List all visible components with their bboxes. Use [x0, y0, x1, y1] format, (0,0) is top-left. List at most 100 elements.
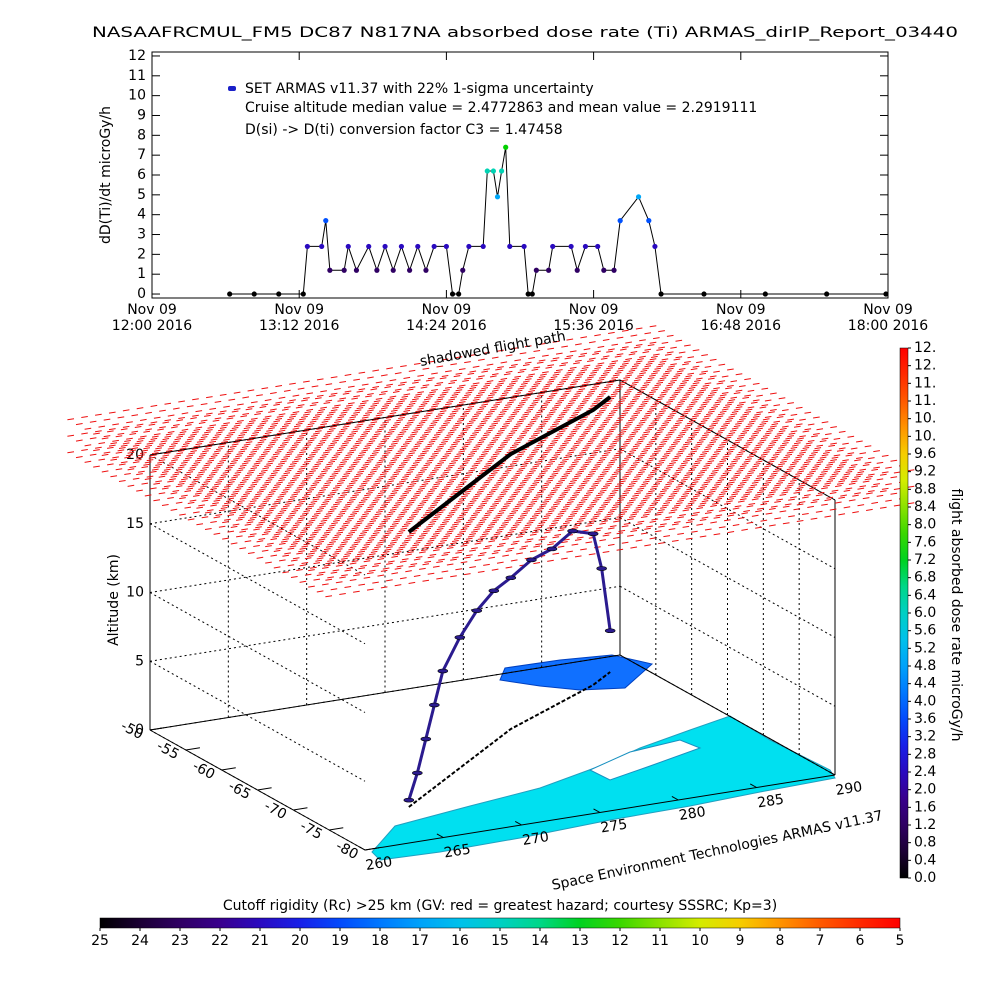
colorbar-tick-label: 6.4: [914, 587, 936, 603]
grid-line: [149, 585, 621, 662]
colorbar-tick-label: 15: [491, 933, 509, 949]
dose-point: [456, 291, 462, 297]
colorbar-tick-label: 5.2: [914, 640, 936, 656]
floor-shadow: [408, 671, 611, 808]
colorbar-tick-label: 24: [131, 933, 149, 949]
y-tick-label: 5: [137, 187, 146, 203]
dose-point: [480, 243, 486, 250]
colorbar-tick-label: 7.2: [914, 552, 936, 568]
colorbar-tick-label: 19: [331, 933, 349, 949]
rigidity-patch: [499, 654, 654, 691]
dose-point: [568, 243, 574, 250]
colorbar-tick-label: 17: [411, 933, 429, 949]
y-tick-label: -80: [333, 838, 361, 863]
colorbar-tick-label: 8: [776, 933, 785, 949]
dose-point: [276, 291, 282, 297]
colorbar-tick-label: 2.8: [914, 746, 936, 762]
colorbar-tick-label: 4.4: [914, 676, 936, 692]
track-point: [604, 628, 616, 634]
dose-point: [611, 267, 617, 273]
colorbar-tick-label: 5.6: [914, 623, 936, 639]
colorbar-tick-label: 11: [651, 933, 669, 949]
grid-line: [619, 379, 836, 501]
x-tick: [749, 783, 757, 788]
dose-point: [423, 267, 429, 273]
z-tick-label: 10: [126, 585, 144, 601]
y-tick: [149, 727, 165, 731]
colorbar-tick-label: 0.4: [914, 852, 936, 868]
dose-point: [546, 267, 552, 273]
colorbar-tick-label: 13: [571, 933, 589, 949]
colorbar-tick-label: 9: [736, 933, 745, 949]
x-tick: [436, 833, 444, 838]
dose-point: [374, 267, 380, 273]
track-point: [471, 608, 483, 613]
grid-line: [149, 379, 621, 456]
dose-point: [507, 243, 513, 250]
colorbar-label: Cutoff rigidity (Rc) >25 km (GV: red = g…: [223, 898, 777, 914]
dose-point: [646, 218, 652, 224]
y-tick: [257, 787, 272, 791]
dose-point: [443, 243, 449, 250]
y-tick-label: 3: [137, 227, 146, 243]
colorbar-label: flight absorbed dose rate microGy/h: [948, 489, 964, 742]
y-tick: [293, 807, 308, 811]
dose-point: [382, 243, 388, 250]
dose-point: [529, 291, 535, 297]
track-point: [596, 566, 607, 571]
colorbar-tick-label: 10: [691, 933, 709, 949]
dose-point: [390, 267, 396, 273]
colorbar-tick-label: 8.0: [914, 517, 936, 533]
y-tick-label: -55: [154, 738, 182, 763]
track-point: [429, 702, 440, 708]
dose-point: [366, 243, 372, 250]
colorbar-tick-label: 9.6: [914, 446, 936, 462]
y-axis-label: dD(Ti)/dt microGy/h: [98, 106, 114, 244]
x-tick-label: 275: [600, 817, 629, 837]
dose-point: [574, 267, 580, 273]
y-tick-label: 8: [137, 127, 146, 143]
dose-point: [582, 243, 589, 250]
track-point: [412, 770, 423, 776]
colorbar-tick-label: 12: [611, 933, 629, 949]
dose-point: [635, 194, 642, 200]
annotation: shadowed flight path: [419, 328, 567, 369]
y-tick-label: 6: [137, 167, 146, 183]
y-tick: [364, 847, 380, 851]
grid-line: [149, 660, 366, 782]
chart-title: NASAAFRCMUL_FM5 DC87 N817NA absorbed dos…: [92, 25, 958, 41]
dose-point: [300, 291, 306, 297]
dose-point: [525, 291, 531, 297]
dose-point: [550, 243, 556, 250]
y-tick-label: -65: [226, 778, 254, 803]
track-point: [437, 668, 449, 674]
colorbar-tick-label: 23: [171, 933, 189, 949]
dose-point: [327, 267, 333, 273]
dose-point: [494, 194, 501, 200]
grid-line: [619, 585, 836, 707]
colorbar-tick-label: 6.8: [914, 570, 936, 586]
x-tick-label: 270: [521, 829, 550, 849]
x-tick: [514, 820, 522, 826]
colorbar-tick-label: 1.6: [914, 799, 936, 815]
colorbar-tick-label: 2.0: [914, 782, 936, 798]
dose-point: [398, 243, 405, 250]
y-tick-label: -70: [261, 798, 289, 823]
colorbar-tick-label: 9.2: [914, 464, 936, 480]
x-tick: [671, 795, 679, 801]
dose-point: [415, 243, 421, 250]
dose-point: [595, 243, 601, 250]
colorbar-tick-label: 12.: [914, 340, 936, 356]
colorbar-tick-label: 11.: [914, 375, 936, 391]
dose-point: [227, 291, 233, 297]
dose-point: [490, 168, 497, 174]
colorbar-tick-label: 3.2: [914, 729, 936, 745]
y-tick-label: -75: [297, 818, 325, 843]
track-point: [403, 797, 415, 803]
x-tick: [593, 808, 601, 813]
z-tick-label: 5: [135, 653, 144, 669]
y-tick-label: 0: [137, 286, 146, 302]
colorbar-tick-label: 8.8: [914, 481, 936, 497]
colorbar: [899, 347, 909, 879]
